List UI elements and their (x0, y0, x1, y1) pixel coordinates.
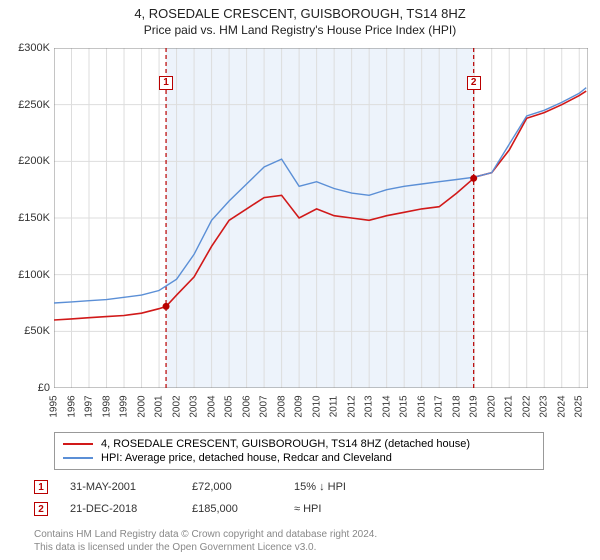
footer-text: Contains HM Land Registry data © Crown c… (34, 528, 377, 554)
legend-label: HPI: Average price, detached house, Redc… (101, 452, 392, 464)
x-tick-label: 2022 (521, 395, 532, 417)
x-tick-label: 1997 (84, 395, 95, 417)
x-tick-label: 2003 (189, 395, 200, 417)
x-tick-label: 2001 (154, 395, 165, 417)
y-tick-label: £250K (4, 99, 50, 111)
x-tick-label: 2016 (416, 395, 427, 417)
x-tick-label: 2020 (486, 395, 497, 417)
annotation-marker: 1 (34, 480, 48, 494)
chart-marker-2: 2 (467, 76, 481, 90)
chart-title: 4, ROSEDALE CRESCENT, GUISBOROUGH, TS14 … (0, 0, 600, 21)
annotation-hpi: 15% ↓ HPI (294, 481, 394, 493)
chart-marker-1: 1 (159, 76, 173, 90)
legend-label: 4, ROSEDALE CRESCENT, GUISBOROUGH, TS14 … (101, 438, 470, 450)
x-tick-label: 2013 (364, 395, 375, 417)
x-tick-label: 2004 (206, 395, 217, 417)
x-tick-label: 2010 (311, 395, 322, 417)
y-tick-label: £0 (4, 382, 50, 394)
x-tick-label: 2008 (276, 395, 287, 417)
annotation-date: 31-MAY-2001 (70, 481, 170, 493)
x-tick-label: 2019 (469, 395, 480, 417)
x-tick-label: 2021 (504, 395, 515, 417)
y-tick-label: £150K (4, 212, 50, 224)
footer-line-1: Contains HM Land Registry data © Crown c… (34, 528, 377, 541)
legend-swatch (63, 457, 93, 459)
annotation-row-2: 2 21-DEC-2018 £185,000 ≈ HPI (34, 502, 594, 516)
annotation-hpi: ≈ HPI (294, 503, 394, 515)
x-tick-label: 2006 (241, 395, 252, 417)
x-tick-label: 2023 (539, 395, 550, 417)
legend-swatch (63, 443, 93, 445)
y-tick-label: £100K (4, 269, 50, 281)
x-tick-label: 2024 (556, 395, 567, 417)
legend: 4, ROSEDALE CRESCENT, GUISBOROUGH, TS14 … (54, 432, 544, 470)
annotation-date: 21-DEC-2018 (70, 503, 170, 515)
x-tick-label: 1999 (119, 395, 130, 417)
y-tick-label: £50K (4, 325, 50, 337)
x-tick-label: 2002 (171, 395, 182, 417)
chart-area: £0£50K£100K£150K£200K£250K£300K199519961… (54, 48, 588, 388)
chart-subtitle: Price paid vs. HM Land Registry's House … (0, 21, 600, 37)
x-tick-label: 1998 (101, 395, 112, 417)
y-tick-label: £300K (4, 42, 50, 54)
x-tick-label: 1996 (66, 395, 77, 417)
x-tick-label: 1995 (49, 395, 60, 417)
annotation-price: £185,000 (192, 503, 272, 515)
x-tick-label: 2000 (136, 395, 147, 417)
x-tick-label: 2015 (399, 395, 410, 417)
annotation-marker: 2 (34, 502, 48, 516)
x-tick-label: 2017 (434, 395, 445, 417)
x-tick-label: 2018 (451, 395, 462, 417)
x-tick-label: 2012 (346, 395, 357, 417)
legend-row: 4, ROSEDALE CRESCENT, GUISBOROUGH, TS14 … (63, 437, 535, 451)
chart-container: 4, ROSEDALE CRESCENT, GUISBOROUGH, TS14 … (0, 0, 600, 560)
annotation-row-1: 1 31-MAY-2001 £72,000 15% ↓ HPI (34, 480, 594, 494)
x-tick-label: 2005 (224, 395, 235, 417)
legend-row: HPI: Average price, detached house, Redc… (63, 451, 535, 465)
x-tick-label: 2007 (259, 395, 270, 417)
y-tick-label: £200K (4, 155, 50, 167)
footer-line-2: This data is licensed under the Open Gov… (34, 541, 377, 554)
x-tick-label: 2014 (381, 395, 392, 417)
annotation-price: £72,000 (192, 481, 272, 493)
x-tick-label: 2009 (294, 395, 305, 417)
chart-svg (54, 48, 588, 388)
x-tick-label: 2011 (329, 396, 340, 418)
x-tick-label: 2025 (574, 395, 585, 417)
